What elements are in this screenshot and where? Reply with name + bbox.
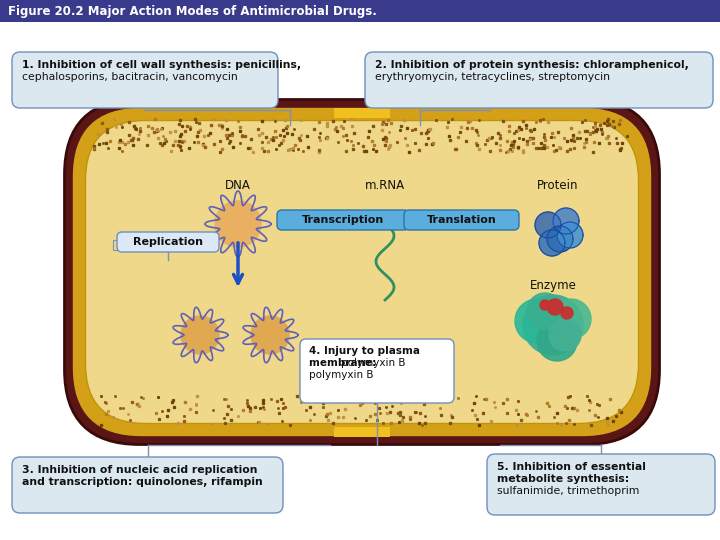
Text: and transcription: quinolones, rifampin: and transcription: quinolones, rifampin	[22, 477, 263, 487]
Text: Protein: Protein	[537, 179, 579, 192]
FancyBboxPatch shape	[404, 210, 519, 230]
Text: 2. Inhibition of protein synthesis: chloramphenicol,: 2. Inhibition of protein synthesis: chlo…	[375, 60, 689, 70]
Text: erythryomycin, tetracyclines, streptomycin: erythryomycin, tetracyclines, streptomyc…	[375, 72, 610, 82]
Text: Figure 20.2 Major Action Modes of Antimicrobial Drugs.: Figure 20.2 Major Action Modes of Antimi…	[8, 4, 377, 17]
Polygon shape	[181, 316, 219, 354]
FancyBboxPatch shape	[117, 232, 219, 252]
Text: DNA: DNA	[225, 179, 251, 192]
Polygon shape	[553, 208, 579, 234]
Bar	[0, 0, 720, 22]
Polygon shape	[523, 295, 583, 355]
FancyBboxPatch shape	[277, 210, 409, 230]
Polygon shape	[215, 201, 261, 247]
Polygon shape	[540, 300, 550, 310]
Polygon shape	[535, 212, 561, 238]
Polygon shape	[561, 307, 573, 319]
Text: 1. Inhibition of cell wall synthesis: penicillins,: 1. Inhibition of cell wall synthesis: pe…	[22, 60, 301, 70]
Text: Enzyme: Enzyme	[530, 279, 577, 292]
Text: membrane:: membrane:	[309, 358, 380, 368]
Bar	[334, 107, 390, 118]
Text: cephalosporins, bacitracin, vancomycin: cephalosporins, bacitracin, vancomycin	[22, 72, 238, 82]
Bar	[334, 427, 390, 436]
Text: polymyxin B: polymyxin B	[309, 370, 374, 380]
Polygon shape	[549, 319, 581, 351]
Polygon shape	[539, 230, 565, 256]
FancyBboxPatch shape	[65, 99, 660, 444]
Polygon shape	[551, 299, 591, 339]
Text: metabolite synthesis:: metabolite synthesis:	[497, 474, 629, 484]
Text: 4. Injury to plasma: 4. Injury to plasma	[309, 346, 420, 356]
Text: Transcription: Transcription	[302, 215, 384, 225]
FancyBboxPatch shape	[73, 109, 650, 435]
Polygon shape	[547, 226, 573, 252]
FancyBboxPatch shape	[12, 52, 278, 108]
Text: Translation: Translation	[427, 215, 497, 225]
Text: 5. Inhibition of essential: 5. Inhibition of essential	[497, 462, 646, 472]
Polygon shape	[547, 299, 563, 315]
FancyBboxPatch shape	[12, 457, 283, 513]
Polygon shape	[557, 222, 583, 248]
Text: Replication: Replication	[133, 237, 203, 247]
Text: polymyxin B: polymyxin B	[341, 358, 405, 368]
FancyBboxPatch shape	[300, 339, 454, 403]
FancyBboxPatch shape	[487, 454, 715, 515]
Polygon shape	[515, 299, 559, 343]
FancyBboxPatch shape	[86, 120, 639, 423]
Polygon shape	[527, 293, 563, 329]
Text: sulfanimide, trimethoprim: sulfanimide, trimethoprim	[497, 486, 639, 496]
Bar	[113, 240, 123, 250]
Polygon shape	[537, 321, 577, 361]
Text: 3. Inhibition of nucleic acid replication: 3. Inhibition of nucleic acid replicatio…	[22, 465, 258, 475]
Text: m.RNA: m.RNA	[365, 179, 405, 192]
Polygon shape	[251, 316, 289, 354]
FancyBboxPatch shape	[365, 52, 713, 108]
